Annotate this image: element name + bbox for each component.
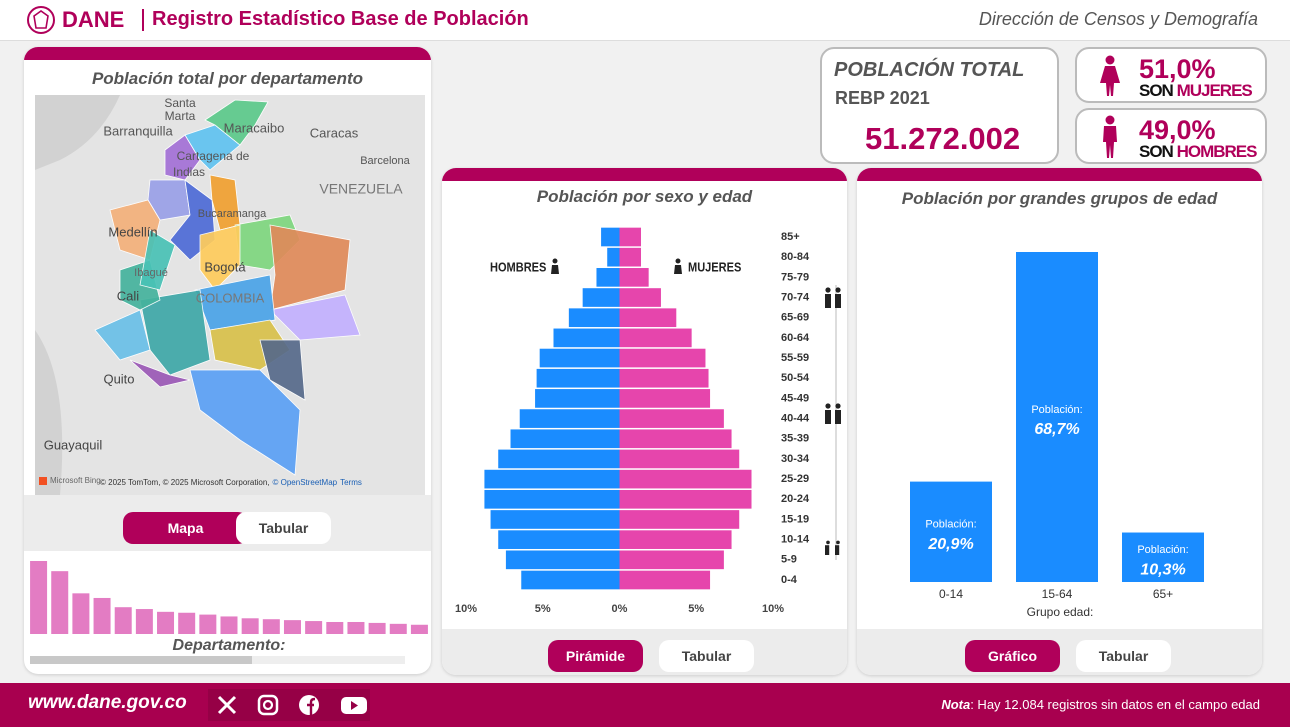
man-icon (1103, 115, 1117, 158)
x-icon[interactable] (217, 695, 237, 715)
chart-button[interactable]: Gráfico (965, 640, 1060, 672)
panel-cap (24, 47, 431, 60)
footer-url[interactable]: www.dane.gov.co (28, 692, 187, 713)
total-value: 51.272.002 (865, 121, 1021, 156)
table-button[interactable]: Tabular (659, 640, 754, 672)
panel-cap (857, 168, 1262, 181)
logo: DANE (62, 7, 125, 32)
facebook-icon[interactable] (299, 695, 319, 715)
groups-panel: Población por grandes grupos de edad Grá… (857, 168, 1262, 675)
woman-icon (1100, 55, 1120, 96)
men-prefix: SON (1139, 142, 1174, 161)
social-icons (208, 689, 370, 721)
total-card: POBLACIÓN TOTAL REBP 2021 51.272.002 (820, 47, 1059, 164)
map-panel: Población total por departamento Mapa Ta… (24, 47, 431, 674)
footer: www.dane.gov.co Nota: Hay 12.084 registr… (0, 683, 1290, 727)
button-band (442, 629, 847, 675)
footer-note: Nota: Hay 12.084 registros sin datos en … (941, 697, 1260, 712)
header-subtitle: Dirección de Censos y Demografía (978, 9, 1258, 29)
men-label: HOMBRES (1176, 142, 1258, 161)
total-period: REBP 2021 (835, 88, 930, 108)
men-card: 49,0% SON HOMBRES (1075, 108, 1267, 164)
note-label: Nota (941, 697, 971, 712)
total-label: POBLACIÓN TOTAL (834, 59, 1025, 81)
women-caption: SON MUJERES (1139, 81, 1253, 101)
table-button[interactable]: Tabular (1076, 640, 1171, 672)
panel-title: Población por sexo y edad (536, 187, 753, 206)
separator (142, 9, 144, 31)
table-button[interactable]: Tabular (236, 512, 331, 544)
header: DANE Registro Estadístico Base de Poblac… (0, 0, 1290, 41)
panel-cap (442, 168, 847, 181)
scroll-thumb[interactable] (30, 656, 252, 664)
map-button[interactable]: Mapa (123, 512, 248, 544)
women-share: 51,0% (1139, 54, 1216, 84)
logo-emblem (27, 6, 55, 34)
youtube-icon[interactable] (341, 697, 367, 714)
women-label: MUJERES (1176, 81, 1253, 100)
pyramid-panel: Población por sexo y edad Pirámide Tabul… (442, 168, 847, 675)
scrollbar[interactable] (30, 656, 405, 664)
women-prefix: SON (1139, 81, 1174, 100)
instagram-icon[interactable] (257, 694, 279, 716)
men-caption: SON HOMBRES (1139, 142, 1258, 162)
note-text: : Hay 12.084 registros sin datos en el c… (970, 697, 1260, 712)
header-title: Registro Estadístico Base de Población (152, 8, 529, 30)
pyramid-button[interactable]: Pirámide (548, 640, 643, 672)
women-card: 51,0% SON MUJERES (1075, 47, 1267, 103)
men-share: 49,0% (1139, 115, 1216, 145)
panel-title: Población por grandes grupos de edad (901, 189, 1218, 208)
panel-title: Población total por departamento (91, 69, 364, 88)
